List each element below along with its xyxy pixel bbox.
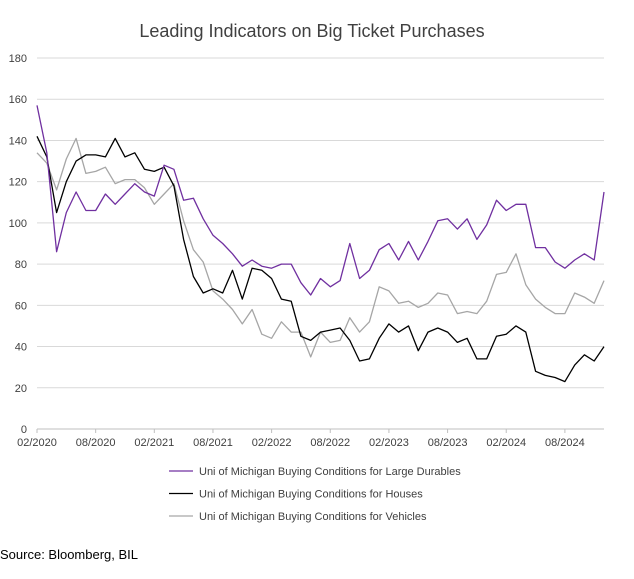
- gridlines: [37, 57, 604, 430]
- legend: Uni of Michigan Buying Conditions for La…: [169, 466, 461, 523]
- legend-label: Uni of Michigan Buying Conditions for La…: [199, 466, 461, 478]
- chart-title: Leading Indicators on Big Ticket Purchas…: [139, 21, 484, 41]
- series-lines: [36, 105, 605, 383]
- y-tick-label: 60: [15, 300, 27, 312]
- x-tick-label: 08/2023: [428, 437, 468, 449]
- x-tick-label: 08/2021: [193, 437, 233, 449]
- y-tick-label: 140: [9, 135, 27, 147]
- y-tick-label: 20: [15, 383, 27, 395]
- y-tick-label: 160: [9, 94, 27, 106]
- legend-label: Uni of Michigan Buying Conditions for Ve…: [199, 511, 427, 523]
- x-tick-label: 02/2021: [134, 437, 174, 449]
- x-tick-label: 08/2020: [76, 437, 116, 449]
- y-tick-label: 80: [15, 259, 27, 271]
- x-tick-label: 08/2022: [310, 437, 350, 449]
- x-tick-label: 08/2024: [545, 437, 585, 449]
- series-line: [36, 105, 605, 296]
- y-tick-label: 100: [9, 218, 27, 230]
- x-tick-label: 02/2024: [486, 437, 526, 449]
- x-tick-label: 02/2023: [369, 437, 409, 449]
- x-axis-ticks: 02/2020 08/2020 02/2021 08/2021 02/2022 08/20…: [17, 429, 585, 449]
- legend-label: Uni of Michigan Buying Conditions for Ho…: [199, 489, 423, 501]
- x-tick-label: 02/2022: [252, 437, 292, 449]
- chart: Leading Indicators on Big Ticket Purchas…: [9, 21, 605, 523]
- y-tick-label: 0: [21, 424, 27, 436]
- y-tick-label: 120: [9, 177, 27, 189]
- series-line: [36, 137, 605, 358]
- source-note: Source: Bloomberg, BIL: [0, 547, 139, 562]
- series-line: [36, 136, 605, 383]
- x-tick-label: 02/2020: [17, 437, 57, 449]
- y-tick-label: 40: [15, 342, 27, 354]
- y-axis-ticks: 0 20 40 60 80 100 120 140 160 180: [9, 53, 27, 436]
- y-tick-label: 180: [9, 53, 27, 65]
